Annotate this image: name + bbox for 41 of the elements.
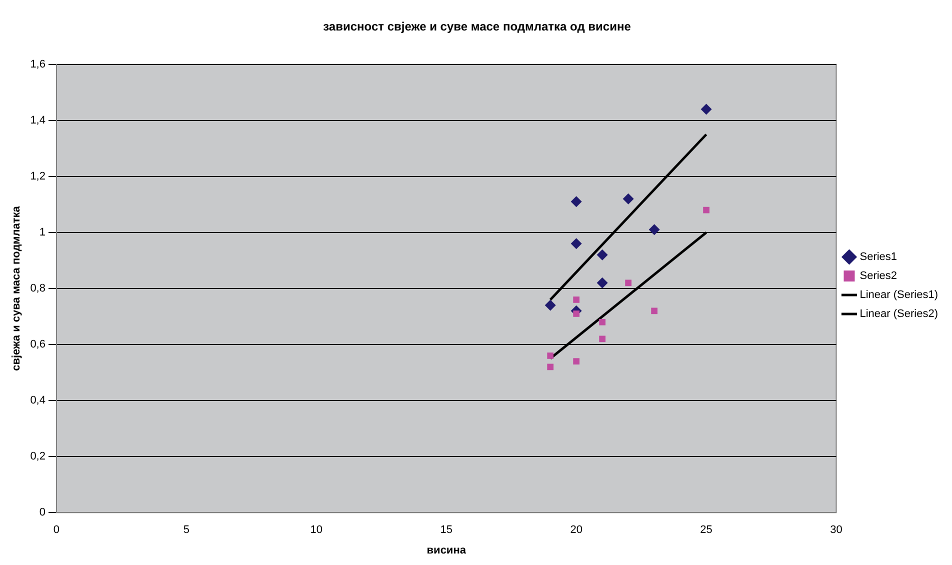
point [573,358,580,365]
x-tick-label: 0 [53,524,60,536]
y-tick-label: 0 [39,506,46,519]
point [648,224,660,236]
point [599,336,606,342]
x-tick-label: 15 [440,524,452,536]
point [599,318,606,326]
x-tick-label: 20 [570,524,582,536]
x-tick-label: 10 [310,524,323,536]
point [700,104,712,115]
legend-label: Linear (Series1) [860,289,938,302]
y-tick-label: 0,4 [30,394,46,407]
y-tick-label: 1,2 [30,170,46,182]
y-tick-label: 0,8 [30,282,46,295]
x-tick-label: 30 [830,524,842,536]
y-axis-title: свјежа и сува маса подмлатка [10,205,23,371]
y-tick-label: 1,4 [30,114,46,126]
point [596,249,608,260]
chart-title: зависност свјеже и суве масе подмлатка од висине [323,20,632,34]
x-tick-label: 5 [183,524,190,536]
x-axis-title: висина [426,544,467,556]
point [703,206,710,214]
point [596,277,608,288]
point [651,308,658,314]
point [573,310,580,317]
point [570,238,582,250]
y-tick-label: 1 [39,226,46,239]
legend-label: Series2 [860,270,898,282]
legend-label: Series1 [860,251,898,264]
legend-label: Linear (Series2) [860,308,938,320]
y-tick-label: 1,6 [30,58,46,70]
point [547,364,554,370]
point [544,300,556,311]
y-tick-label: 0,6 [30,338,46,351]
y-tick-label: 0,2 [30,450,46,463]
point [625,280,632,286]
point [573,296,580,303]
point [622,193,634,204]
point [570,196,582,208]
point [547,352,554,359]
x-tick-label: 25 [700,524,712,536]
